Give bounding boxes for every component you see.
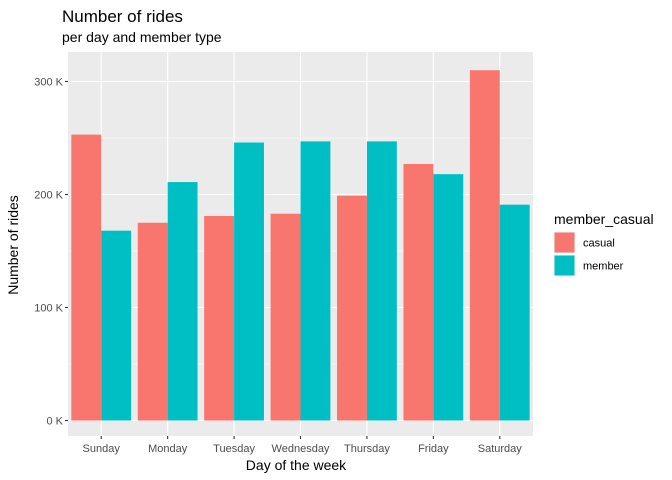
y-tick-label: 300 K: [34, 77, 63, 89]
y-tick-label: 200 K: [34, 190, 63, 202]
bar-casual-tuesday: [204, 215, 235, 421]
legend: member_casual casual member: [554, 211, 654, 276]
x-tick-label: Wednesday: [272, 443, 330, 455]
x-tick-label: Saturday: [478, 443, 523, 455]
chart-subtitle: per day and member type: [62, 29, 222, 45]
bar-member-friday: [433, 174, 464, 421]
bar-casual-thursday: [337, 195, 367, 421]
bar-member-tuesday: [234, 142, 264, 421]
bar-member-monday: [167, 182, 198, 421]
legend-swatch-member: [554, 255, 575, 276]
y-axis-title: Number of rides: [5, 195, 21, 295]
bar-member-wednesday: [300, 141, 331, 421]
y-tick-label: 100 K: [34, 303, 63, 315]
bar-casual-friday: [403, 163, 434, 421]
x-tick-label: Monday: [148, 443, 188, 455]
legend-label-member: member: [583, 261, 624, 273]
bar-casual-monday: [137, 222, 168, 421]
y-tick-label: 0 K: [46, 416, 63, 428]
chart-title: Number of rides: [62, 7, 183, 26]
x-tick-label: Tuesday: [213, 443, 255, 455]
x-tick-label: Friday: [418, 443, 449, 455]
bar-casual-saturday: [469, 70, 500, 421]
x-tick-label: Thursday: [344, 443, 390, 455]
bar-member-thursday: [366, 141, 397, 421]
x-axis-title: Day of the week: [246, 457, 347, 473]
legend-swatch-casual: [554, 232, 575, 253]
bar-member-saturday: [499, 204, 530, 421]
y-axis-ticks: 0 K 100 K 200 K 300 K: [34, 77, 68, 428]
bar-casual-sunday: [71, 134, 102, 421]
legend-title: member_casual: [554, 211, 654, 227]
bars: [71, 70, 530, 421]
bar-casual-wednesday: [270, 213, 301, 421]
legend-label-casual: casual: [583, 238, 615, 250]
x-axis-ticks: Sunday Monday Tuesday Wednesday Thursday Frid…: [83, 436, 523, 455]
x-tick-label: Sunday: [83, 443, 121, 455]
bar-member-sunday: [101, 230, 132, 421]
